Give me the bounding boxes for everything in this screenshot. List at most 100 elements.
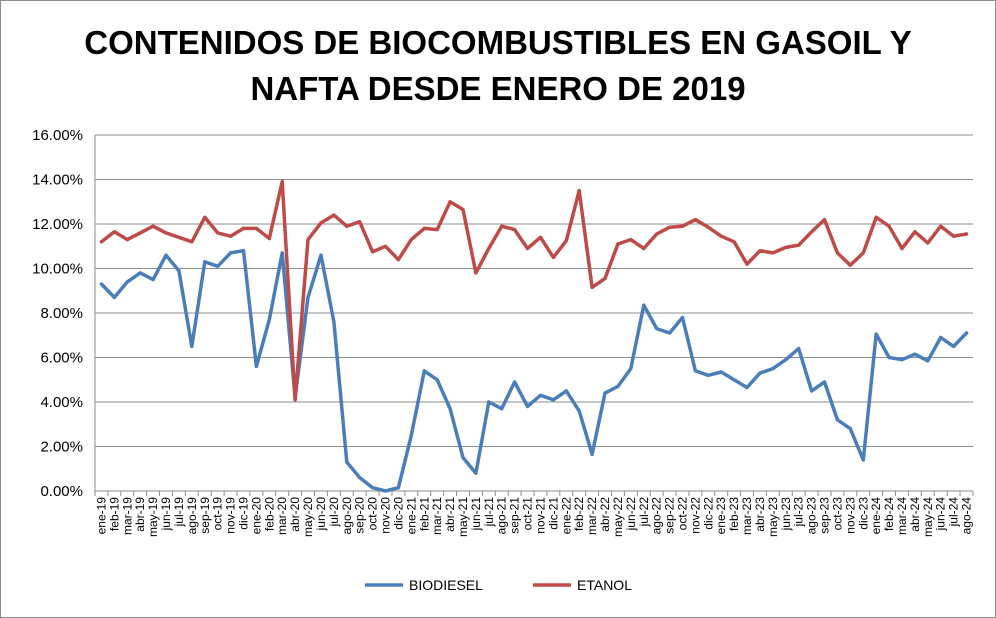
data-point-biodiesel <box>551 398 556 402</box>
data-point-etanol <box>887 224 891 228</box>
x-tick-label: feb-22 <box>572 497 586 531</box>
data-point-etanol <box>487 246 491 251</box>
data-point-etanol <box>861 251 865 255</box>
legend-label-etanol: ETANOL <box>577 577 632 593</box>
data-point-biodiesel <box>629 367 633 371</box>
data-point-biodiesel <box>680 315 685 320</box>
x-tick-label: jun-22 <box>624 497 638 532</box>
data-point-biodiesel <box>655 327 659 331</box>
data-point-etanol <box>396 258 400 262</box>
data-point-etanol <box>332 213 336 217</box>
x-tick-label: dic-22 <box>701 497 715 530</box>
data-point-biodiesel <box>306 295 310 299</box>
x-tick-label: oct-21 <box>521 497 535 531</box>
data-point-etanol <box>538 235 543 239</box>
x-tick-label: ago-19 <box>185 497 199 535</box>
y-tick-label: 10.00% <box>32 261 83 278</box>
data-point-etanol <box>177 235 181 239</box>
series-line-biodiesel <box>99 248 969 493</box>
data-point-etanol <box>112 230 116 234</box>
x-tick-label: ago-21 <box>495 497 509 535</box>
data-point-etanol <box>241 226 246 230</box>
x-tick-label: feb-19 <box>107 497 121 531</box>
data-point-etanol <box>668 225 672 229</box>
data-point-biodiesel <box>216 264 220 268</box>
data-point-biodiesel <box>203 260 207 264</box>
x-tick-label: jul-21 <box>482 497 496 528</box>
x-tick-label: nov-23 <box>843 497 857 534</box>
x-tick-label: feb-20 <box>262 497 276 531</box>
x-tick-label: oct-19 <box>211 497 225 531</box>
data-point-biodiesel <box>371 486 375 490</box>
x-tick-label: ene-19 <box>94 497 108 535</box>
x-tick-label: sep-19 <box>198 497 212 534</box>
x-tick-label: jun-21 <box>469 497 483 532</box>
x-tick-label: nov-22 <box>688 497 702 534</box>
x-tick-label: sep-21 <box>508 497 522 534</box>
data-point-etanol <box>577 189 581 193</box>
data-point-etanol <box>280 180 284 184</box>
x-tick-label: feb-21 <box>417 497 431 531</box>
y-tick-label: 14.00% <box>32 172 83 189</box>
data-point-biodiesel <box>99 282 104 286</box>
x-tick-label: dic-19 <box>236 497 250 530</box>
data-point-biodiesel <box>164 253 168 257</box>
x-tick-label: abr-22 <box>598 497 612 532</box>
x-tick-label: dic-20 <box>391 497 405 530</box>
x-tick-label: may-19 <box>146 497 160 537</box>
data-point-etanol <box>913 230 917 234</box>
x-tick-label: jul-19 <box>172 497 186 528</box>
data-point-etanol <box>693 218 698 222</box>
data-point-biodiesel <box>913 352 917 356</box>
x-tick-label: feb-24 <box>882 497 896 531</box>
data-point-biodiesel <box>319 253 323 257</box>
y-tick-label: 8.00% <box>40 305 83 322</box>
data-point-biodiesel <box>758 371 762 375</box>
data-point-etanol <box>835 251 840 255</box>
data-point-biodiesel <box>926 359 930 363</box>
data-point-biodiesel <box>603 391 607 395</box>
data-point-biodiesel <box>616 384 620 388</box>
data-point-etanol <box>461 207 465 212</box>
data-point-biodiesel <box>706 373 710 377</box>
x-tick-label: oct-20 <box>366 497 380 531</box>
x-tick-label: ene-23 <box>714 497 728 535</box>
x-tick-label: ago-22 <box>650 497 664 535</box>
data-point-biodiesel <box>835 418 840 422</box>
x-tick-label: ene-24 <box>869 497 883 535</box>
data-point-biodiesel <box>732 378 736 382</box>
data-point-biodiesel <box>280 251 284 255</box>
y-tick-label: 16.00% <box>32 127 83 144</box>
data-point-etanol <box>383 244 388 248</box>
data-point-biodiesel <box>577 409 581 413</box>
x-tick-label: abr-20 <box>288 497 302 532</box>
x-tick-label: mar-23 <box>740 497 754 535</box>
data-point-biodiesel <box>358 476 362 480</box>
data-point-biodiesel <box>952 344 956 348</box>
data-point-biodiesel <box>900 358 904 362</box>
data-point-etanol <box>409 238 413 242</box>
data-point-etanol <box>603 276 607 281</box>
x-tick-label: abr-23 <box>753 497 767 532</box>
data-point-biodiesel <box>112 295 116 299</box>
data-point-etanol <box>939 224 943 228</box>
data-point-biodiesel <box>784 358 788 362</box>
data-point-biodiesel <box>241 249 246 253</box>
data-point-biodiesel <box>151 278 155 282</box>
data-point-etanol <box>874 215 878 219</box>
data-point-etanol <box>810 230 814 234</box>
data-point-biodiesel <box>642 303 646 307</box>
legend-label-biodiesel: BIODIESEL <box>409 577 483 593</box>
chart-title-line-1: CONTENIDOS DE BIOCOMBUSTIBLES EN GASOIL … <box>84 24 912 61</box>
data-point-biodiesel <box>396 486 400 490</box>
data-point-biodiesel <box>332 320 336 324</box>
x-tick-label: ago-20 <box>340 497 354 535</box>
data-point-etanol <box>203 215 207 219</box>
x-tick-label: dic-21 <box>546 497 560 530</box>
data-point-etanol <box>99 240 104 244</box>
data-point-etanol <box>926 241 930 245</box>
data-point-biodiesel <box>719 370 723 374</box>
data-point-etanol <box>267 236 271 241</box>
x-tick-label: dic-23 <box>856 497 870 530</box>
data-point-etanol <box>797 243 801 247</box>
